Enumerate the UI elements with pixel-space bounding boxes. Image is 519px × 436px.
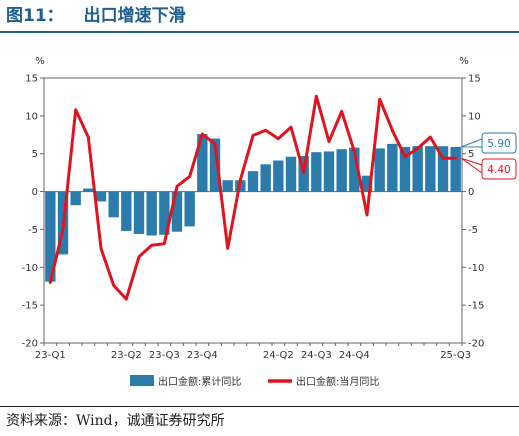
- y-tick-label-right: 10: [468, 111, 481, 122]
- figure-title: 图11： 出口增速下滑: [6, 4, 186, 28]
- callout-pointer: [461, 138, 483, 148]
- bar: [273, 160, 284, 192]
- callout-box: [481, 132, 517, 154]
- bar: [412, 146, 423, 192]
- bar: [450, 146, 461, 192]
- y-tick-label-left: 0: [32, 187, 38, 198]
- bar: [133, 191, 145, 234]
- value-callouts: 5.90 4.40: [461, 132, 517, 180]
- export-growth-chart: % 15 10 5 0 -5 -10 -15 -20 % 15 10 5 0 -5 -10 -15 -20 23…: [22, 56, 517, 388]
- bar: [197, 134, 208, 192]
- plot-border: [43, 77, 463, 344]
- bar: [83, 188, 94, 192]
- bar: [336, 149, 347, 192]
- legend-swatch-bar: [130, 375, 154, 386]
- bar: [437, 146, 449, 192]
- bar: [146, 191, 157, 236]
- bar: [323, 151, 335, 192]
- bar: [159, 191, 170, 235]
- bar: [425, 146, 436, 192]
- bar: [70, 191, 81, 206]
- bar: [285, 156, 297, 192]
- y-tick-label-right: -10: [468, 263, 484, 274]
- legend: 出口金额:累计同比 出口金额:当月同比: [130, 375, 379, 388]
- callout-value: 5.90: [487, 138, 510, 150]
- line-series-monthly: [48, 94, 458, 301]
- bar: [247, 171, 259, 192]
- bar: [171, 191, 183, 232]
- legend-item-monthly: 出口金额:当月同比: [268, 375, 379, 388]
- legend-item-cumulative: 出口金额:累计同比: [130, 375, 241, 388]
- y-tick-label-left: -15: [22, 301, 38, 312]
- x-tick-label: 24-Q3: [301, 350, 332, 361]
- bar: [311, 152, 322, 192]
- bar: [222, 180, 233, 192]
- y-axis-right: % 15 10 5 0 -5 -10 -15 -20: [459, 56, 484, 350]
- y-axis-left-unit: %: [35, 56, 45, 67]
- y-tick-label-right: 15: [468, 74, 481, 85]
- bar: [209, 138, 221, 192]
- x-tick-label: 23-Q3: [149, 350, 180, 361]
- legend-label: 出口金额:累计同比: [158, 375, 241, 388]
- bar: [184, 191, 195, 227]
- bar: [349, 147, 360, 192]
- y-tick-label-right: -5: [468, 225, 478, 236]
- x-tick-label: 24-Q4: [339, 350, 370, 361]
- bar: [121, 191, 132, 231]
- y-tick-label-left: 10: [25, 111, 38, 122]
- bar: [108, 191, 119, 218]
- y-tick-label-left: -5: [28, 225, 38, 236]
- source-divider: [0, 406, 519, 407]
- x-tick-label: 25-Q3: [440, 350, 471, 361]
- callout-monthly: 4.40: [461, 157, 517, 180]
- bar: [374, 148, 385, 192]
- source-note: 资料来源：Wind，诚通证券研究所: [6, 413, 225, 429]
- callout-pointer: [461, 157, 483, 174]
- y-tick-label-right: -15: [468, 301, 484, 312]
- bar: [361, 175, 373, 192]
- x-tick-label: 24-Q2: [263, 350, 294, 361]
- bar: [399, 146, 411, 192]
- title-underline: [0, 31, 519, 33]
- x-tick-label: 23-Q1: [35, 350, 66, 361]
- callout-box: [481, 158, 517, 180]
- y-tick-label-left: -10: [22, 263, 38, 274]
- x-axis: 23-Q1 23-Q2 23-Q3 23-Q4 24-Q2 24-Q3 24-Q4 25-Q3: [35, 343, 471, 361]
- y-tick-label-right: -20: [468, 339, 484, 350]
- y-axis-left: % 15 10 5 0 -5 -10 -15 -20: [22, 56, 45, 350]
- chart-frame: [43, 77, 463, 344]
- figure-title-text: 出口增速下滑: [83, 6, 186, 26]
- bar: [260, 164, 271, 192]
- bar: [45, 191, 56, 282]
- bar-series-cumulative: [45, 134, 461, 282]
- callout-value: 4.40: [487, 164, 510, 176]
- bar: [95, 191, 107, 202]
- figure-number: 图11：: [6, 6, 64, 26]
- legend-label: 出口金额:当月同比: [296, 375, 379, 388]
- series-line: [48, 94, 458, 301]
- y-tick-label-left: 15: [25, 74, 38, 85]
- x-tick-label: 23-Q4: [187, 350, 218, 361]
- y-tick-label-left: -20: [22, 339, 38, 350]
- y-tick-label-left: 5: [32, 149, 38, 160]
- bar: [387, 143, 398, 192]
- y-tick-label-right: 5: [468, 149, 474, 160]
- x-tick-label: 23-Q2: [111, 350, 142, 361]
- callout-cumulative: 5.90: [461, 132, 517, 154]
- y-axis-right-unit: %: [459, 56, 469, 67]
- y-tick-label-right: 0: [468, 187, 474, 198]
